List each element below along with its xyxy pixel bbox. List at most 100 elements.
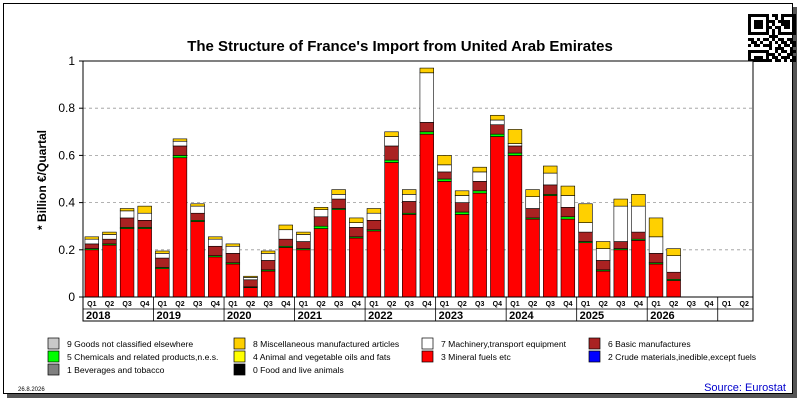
bar-segment bbox=[560, 216, 576, 220]
x-tick-label: Q2 bbox=[457, 301, 466, 308]
bar-segment bbox=[402, 201, 417, 214]
qr-cell bbox=[778, 53, 781, 56]
qr-cell bbox=[748, 53, 751, 56]
bar-segment bbox=[313, 225, 329, 229]
qr-cell bbox=[763, 44, 766, 47]
qr-cell bbox=[775, 56, 778, 59]
x-tick-label: Q2 bbox=[246, 301, 255, 308]
bar-segment bbox=[155, 253, 170, 259]
x-tick-label: Q3 bbox=[193, 301, 202, 308]
qr-cell bbox=[757, 14, 760, 17]
bar-segment bbox=[225, 253, 241, 264]
legend-label: 5 Chemicals and related products,n.e.s. bbox=[67, 352, 218, 362]
bar-segment bbox=[137, 220, 152, 228]
qr-cell bbox=[793, 26, 796, 29]
bar-segment bbox=[525, 189, 540, 197]
bar-segment bbox=[631, 194, 646, 207]
qr-cell bbox=[754, 50, 757, 53]
bar-segment bbox=[560, 195, 576, 208]
qr-cell bbox=[775, 47, 778, 50]
x-tick-label: Q1 bbox=[581, 301, 590, 308]
qr-cell bbox=[748, 17, 751, 20]
bar-segment bbox=[419, 131, 434, 135]
bar-segment bbox=[119, 217, 135, 228]
qr-cell bbox=[760, 50, 763, 53]
qr-cell bbox=[757, 59, 760, 62]
bar-segment bbox=[472, 190, 487, 194]
bar-segment bbox=[119, 208, 135, 212]
qr-cell bbox=[766, 50, 769, 53]
bar-segment bbox=[331, 189, 346, 195]
qr-cell bbox=[778, 26, 781, 29]
qr-cell bbox=[748, 44, 751, 47]
bar-segment bbox=[472, 181, 487, 192]
qr-cell bbox=[775, 50, 778, 53]
qr-cell bbox=[748, 20, 751, 23]
chart-frame: The Structure of France's Import from Un… bbox=[3, 3, 796, 394]
bar-segment bbox=[578, 203, 593, 223]
legend-swatch bbox=[233, 350, 246, 363]
legend-label: 8 Miscellaneous manufactured articles bbox=[253, 339, 399, 349]
bar-segment bbox=[84, 238, 99, 245]
bar-segment bbox=[278, 224, 293, 231]
qr-cell bbox=[793, 44, 796, 47]
bar-segment bbox=[278, 238, 293, 247]
bar-segment bbox=[507, 152, 523, 156]
x-tick-label: Q4 bbox=[704, 301, 713, 308]
qr-cell bbox=[751, 41, 754, 44]
qr-cell bbox=[760, 14, 763, 17]
x-tick-label: Q1 bbox=[651, 301, 660, 308]
bar-segment bbox=[190, 205, 205, 214]
bar-segment bbox=[349, 237, 364, 298]
x-tick-label: Q1 bbox=[228, 301, 237, 308]
qr-cell bbox=[793, 23, 796, 26]
bar-segment bbox=[648, 253, 664, 264]
legend-swatch bbox=[47, 350, 60, 363]
qr-cell bbox=[754, 20, 757, 23]
qr-cell bbox=[787, 53, 790, 56]
bar-segment bbox=[119, 228, 135, 298]
x-tick-label: Q4 bbox=[281, 301, 290, 308]
bar-segment bbox=[208, 245, 223, 256]
bar-segment bbox=[137, 212, 152, 221]
x-tick-label: Q3 bbox=[687, 301, 696, 308]
bar-segment bbox=[366, 220, 382, 231]
bar-segment bbox=[172, 140, 188, 147]
qr-cell bbox=[784, 32, 787, 35]
qr-cell bbox=[769, 53, 772, 56]
bar-segment bbox=[155, 257, 170, 268]
qr-cell bbox=[754, 41, 757, 44]
year-label: 2020 bbox=[227, 310, 251, 322]
legend-swatch bbox=[588, 350, 601, 363]
qr-cell bbox=[760, 20, 763, 23]
bar-segment bbox=[208, 256, 223, 298]
legend-swatch bbox=[233, 363, 246, 376]
qr-cell bbox=[772, 23, 775, 26]
year-label: 2023 bbox=[439, 310, 463, 322]
legend-label: 4 Animal and vegetable oils and fats bbox=[253, 352, 391, 362]
bar-segment bbox=[172, 155, 188, 159]
qr-cell bbox=[778, 29, 781, 32]
source-text: Source: Eurostat bbox=[704, 382, 786, 394]
bar-segment bbox=[419, 133, 434, 298]
bar-segment bbox=[402, 214, 417, 298]
x-tick-label: Q3 bbox=[475, 301, 484, 308]
legend: 9 Goods not classified elsewhere 8 Miscel… bbox=[47, 337, 756, 376]
year-label: 2019 bbox=[157, 310, 181, 322]
year-label: 2025 bbox=[580, 310, 604, 322]
bar-segment bbox=[648, 236, 664, 254]
y-tick-label: 0.8 bbox=[58, 101, 75, 115]
x-tick-label: Q4 bbox=[493, 301, 502, 308]
bar-segment bbox=[313, 209, 329, 218]
bar-segment bbox=[331, 209, 346, 298]
bar-segment bbox=[190, 221, 205, 298]
x-tick-label: Q4 bbox=[352, 301, 361, 308]
bar-segment bbox=[472, 166, 487, 173]
qr-cell bbox=[790, 50, 793, 53]
bar-segment bbox=[666, 280, 681, 298]
bar-segment bbox=[648, 217, 664, 238]
bar-segment bbox=[595, 260, 611, 271]
qr-cell bbox=[793, 29, 796, 32]
bar-segment bbox=[631, 205, 646, 233]
qr-cell bbox=[781, 14, 784, 17]
